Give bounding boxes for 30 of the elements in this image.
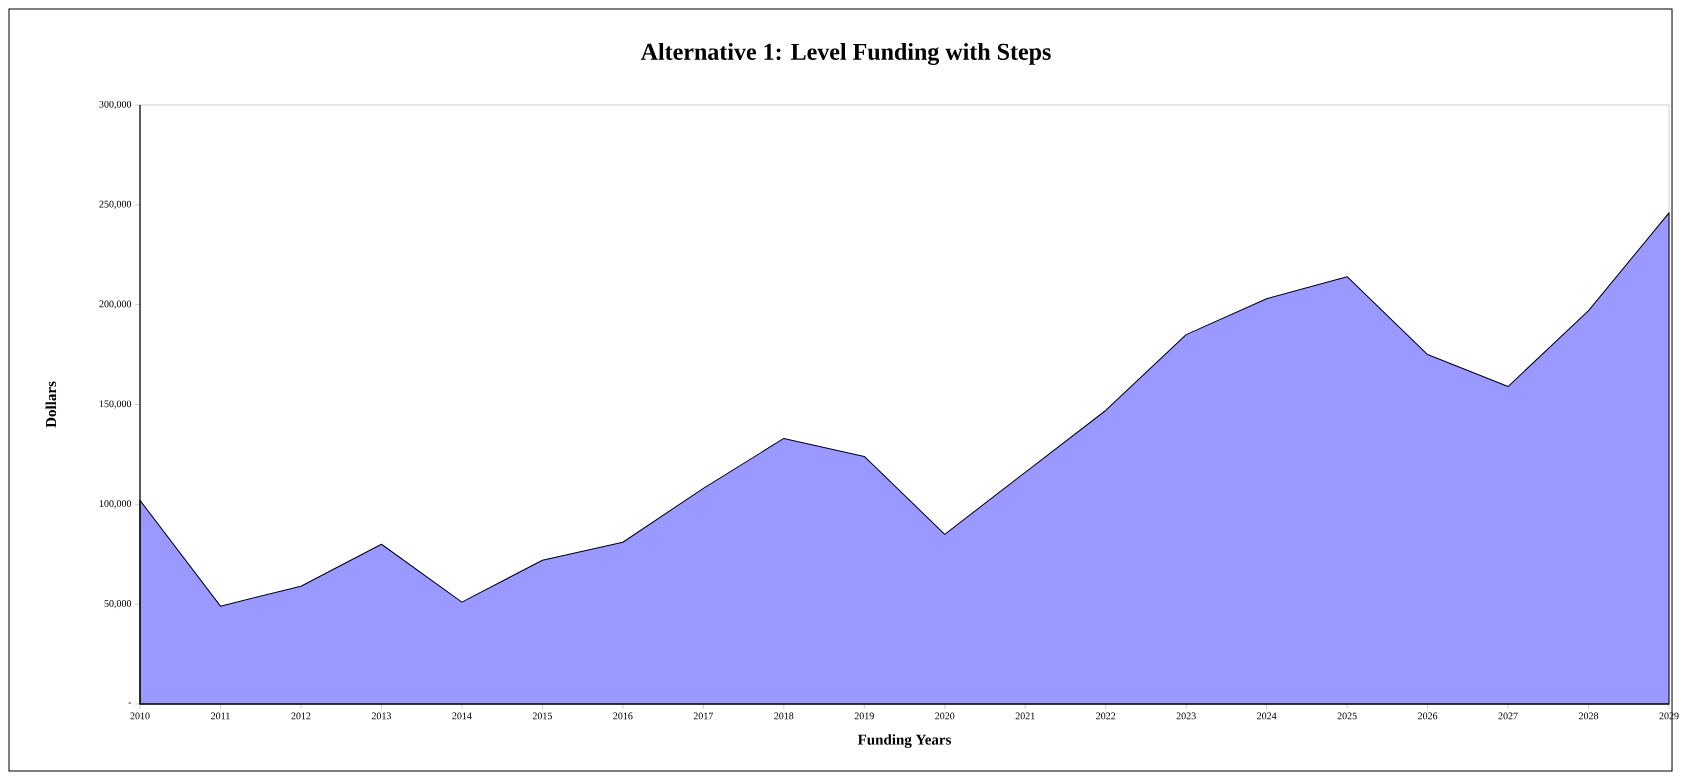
x-tick-label: 2011	[211, 712, 230, 720]
x-tick-label: 2017	[693, 712, 714, 720]
y-tick-label: 300,000	[99, 100, 132, 110]
x-tick-label: 2013	[371, 712, 392, 720]
chart-title: Alternative 1: Level Funding with Steps	[640, 43, 1051, 65]
y-axis-title: Dollars	[45, 381, 57, 428]
x-tick-label: 2025	[1337, 712, 1357, 720]
y-tick-label: 50,000	[104, 600, 132, 609]
y-tick-label: 250,000	[99, 200, 132, 209]
y-tick-label: 200,000	[99, 300, 132, 309]
y-tick-label: 100,000	[99, 500, 132, 509]
x-tick-label: 2010	[130, 712, 150, 720]
x-tick-label: 2023	[1176, 712, 1196, 720]
x-tick-label: 2016	[613, 712, 633, 720]
x-tick-label: 2024	[1257, 712, 1277, 720]
x-tick-label: 2018	[774, 712, 794, 720]
x-tick-label: 2014	[452, 712, 472, 720]
x-tick-label: 2026	[1418, 712, 1438, 720]
x-axis-title: Funding Years	[857, 734, 952, 748]
x-tick-label: 2020	[935, 712, 955, 720]
x-tick-label: 2029	[1659, 712, 1679, 720]
x-tick-label: 2028	[1578, 712, 1599, 720]
y-tick-label: 150,000	[99, 400, 132, 409]
x-tick-label: 2022	[1096, 712, 1116, 720]
x-tick-label: 2021	[1015, 712, 1035, 720]
x-tick-label: 2012	[291, 712, 311, 720]
x-tick-label: 2027	[1498, 712, 1518, 720]
x-tick-label: 2019	[854, 712, 874, 720]
y-tick-label: -	[128, 702, 132, 704]
x-tick-label: 2015	[532, 712, 552, 720]
